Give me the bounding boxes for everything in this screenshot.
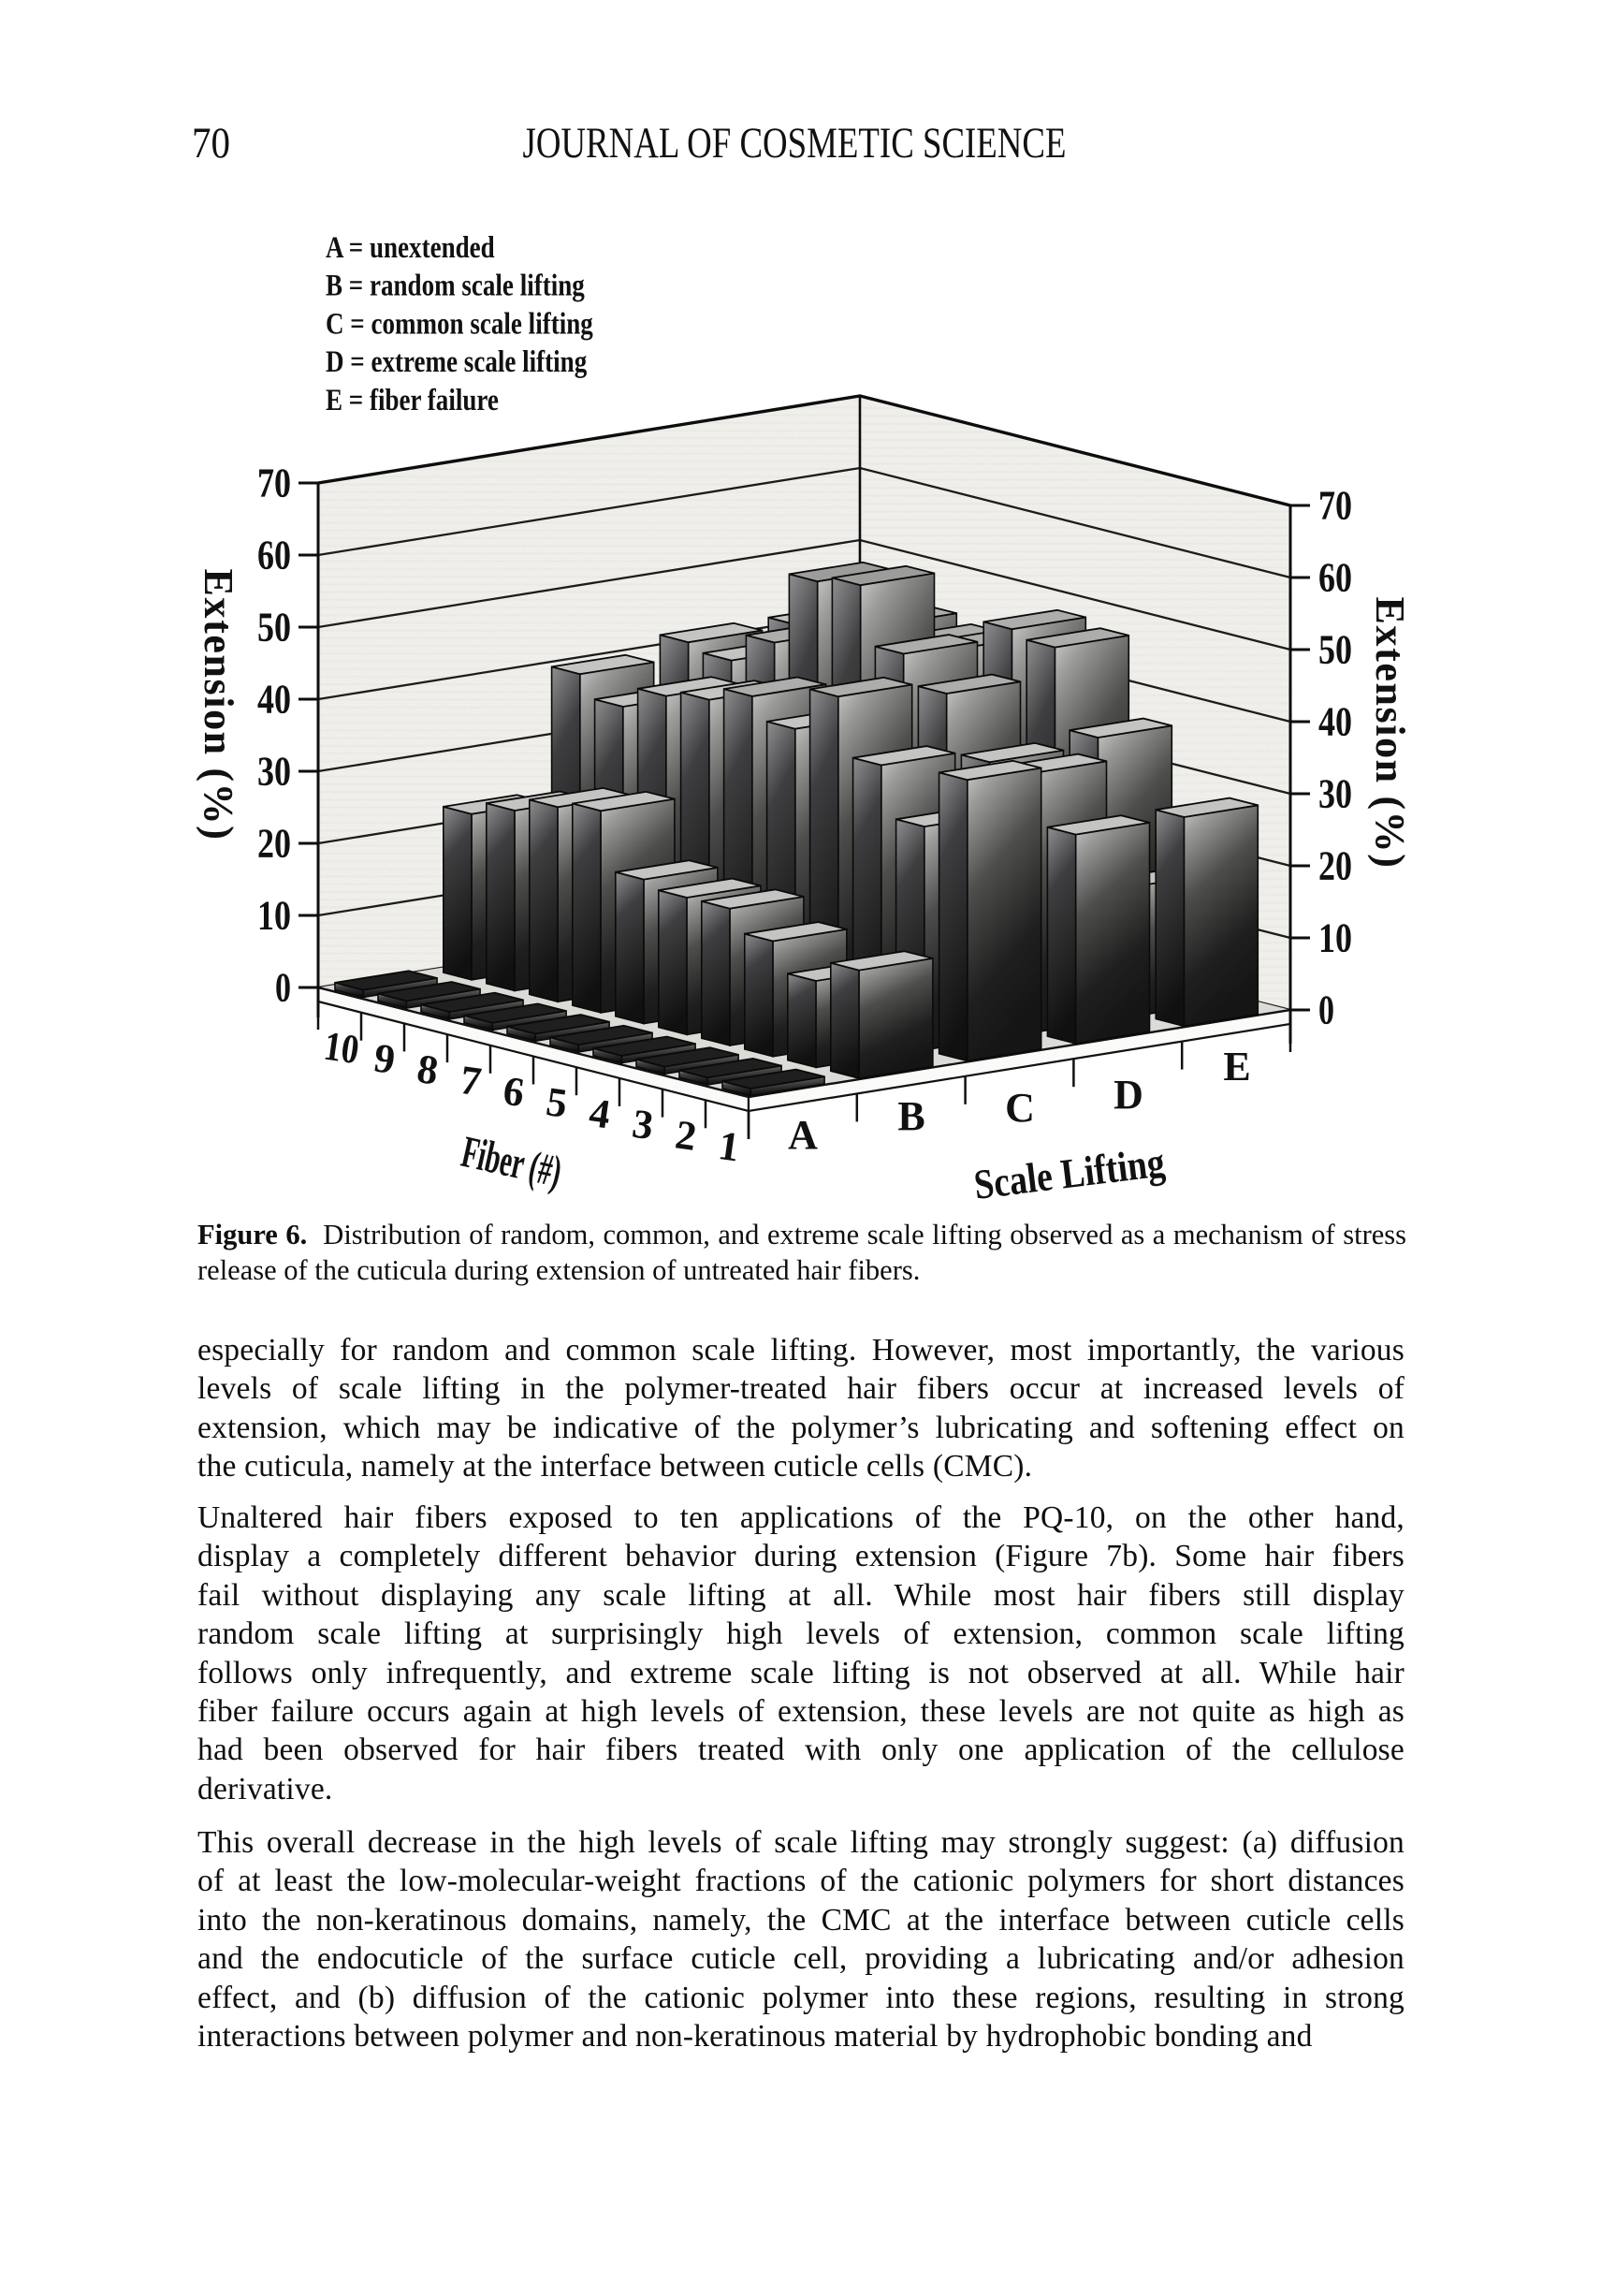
svg-text:6: 6	[501, 1068, 528, 1117]
svg-text:60: 60	[257, 533, 291, 578]
svg-text:70: 70	[192, 119, 230, 168]
svg-text:Fiber (#): Fiber (#)	[458, 1127, 566, 1197]
svg-text:40: 40	[257, 677, 291, 723]
svg-text:70: 70	[1318, 483, 1352, 529]
svg-text:JOURNAL OF COSMETIC SCIENCE: JOURNAL OF COSMETIC SCIENCE	[523, 119, 1067, 168]
svg-text:20: 20	[1318, 843, 1352, 889]
svg-text:9: 9	[371, 1034, 399, 1083]
svg-text:10: 10	[1318, 915, 1352, 961]
svg-text:Scale Lifting: Scale Lifting	[971, 1138, 1167, 1207]
svg-text:60: 60	[1318, 555, 1352, 601]
svg-text:B = random scale lifting: B = random scale lifting	[326, 268, 585, 302]
svg-text:0: 0	[1318, 987, 1334, 1033]
svg-text:70: 70	[257, 461, 291, 506]
svg-text:30: 30	[1318, 771, 1352, 817]
svg-text:E = fiber failure: E = fiber failure	[326, 382, 499, 417]
svg-text:4: 4	[587, 1090, 614, 1138]
svg-text:B: B	[897, 1093, 924, 1139]
svg-text:1: 1	[716, 1122, 743, 1171]
svg-text:10: 10	[321, 1023, 361, 1074]
svg-text:A = unextended: A = unextended	[326, 229, 495, 264]
svg-text:D = extreme scale lifting: D = extreme scale lifting	[326, 344, 587, 379]
svg-text:Extension (%): Extension (%)	[196, 569, 241, 841]
svg-text:C: C	[1005, 1085, 1035, 1131]
svg-text:A: A	[788, 1112, 818, 1158]
svg-text:8: 8	[415, 1046, 442, 1094]
svg-text:0: 0	[275, 965, 291, 1011]
svg-text:40: 40	[1318, 699, 1352, 745]
svg-text:30: 30	[257, 749, 291, 795]
svg-text:50: 50	[257, 605, 291, 651]
svg-text:C = common scale lifting: C = common scale lifting	[326, 306, 593, 341]
svg-text:5: 5	[544, 1078, 571, 1127]
svg-text:20: 20	[257, 821, 291, 867]
svg-text:10: 10	[257, 893, 291, 939]
svg-text:D: D	[1113, 1072, 1143, 1118]
svg-text:Extension (%): Extension (%)	[1367, 597, 1413, 870]
svg-text:2: 2	[673, 1111, 700, 1160]
svg-text:7: 7	[458, 1057, 485, 1105]
svg-text:E: E	[1223, 1044, 1250, 1090]
svg-text:3: 3	[630, 1101, 657, 1149]
svg-text:50: 50	[1318, 627, 1352, 673]
